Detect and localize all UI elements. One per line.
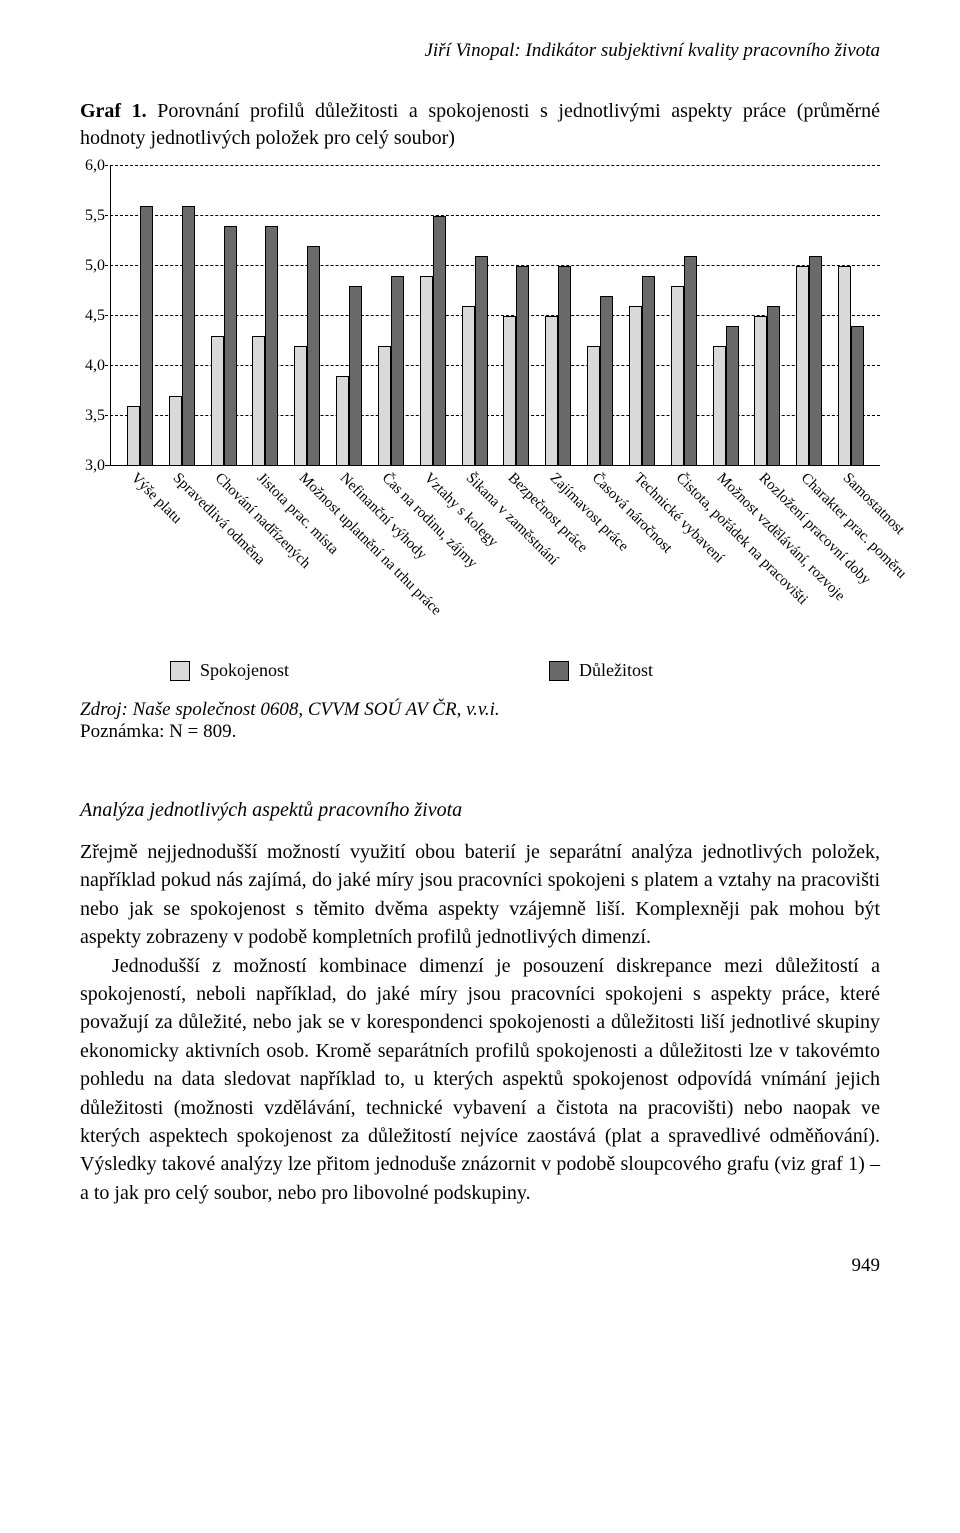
ytick-label: 4,0 [75, 357, 105, 375]
bar-spokojenost [294, 346, 307, 466]
xlabel: Vztahy s kolegy [420, 470, 501, 551]
figure-caption: Porovnání profilů důležitosti a spokojen… [80, 100, 880, 149]
bar-pair [203, 226, 245, 466]
ytick-label: 4,5 [75, 307, 105, 325]
bar-spokojenost [671, 286, 684, 466]
bar-spokojenost [503, 316, 516, 466]
figure-source: Zdroj: Naše společnost 0608, CVVM SOÚ AV… [80, 699, 880, 743]
bar-spokojenost [796, 266, 809, 466]
bar-dulezitost [558, 266, 571, 466]
bar-dulezitost [726, 326, 739, 466]
figure-note-line: Poznámka: N = 809. [80, 721, 880, 743]
paragraph: Jednodušší z možností kombinace dimenzí … [80, 952, 880, 1208]
chart-x-labels: Výše platuSpravedlivá odměnaChování nadř… [110, 466, 880, 686]
bar-dulezitost [851, 326, 864, 466]
bar-pair [454, 256, 496, 466]
bar-spokojenost [754, 316, 767, 466]
ytick-label: 5,5 [75, 207, 105, 225]
bar-dulezitost [224, 226, 237, 466]
ytick-label: 3,5 [75, 407, 105, 425]
bar-pair [161, 206, 203, 466]
bar-pair [370, 276, 412, 466]
bar-dulezitost [809, 256, 822, 466]
paragraph: Zřejmě nejjednodušší možností využití ob… [80, 838, 880, 952]
bar-dulezitost [475, 256, 488, 466]
bar-dulezitost [182, 206, 195, 466]
ytick-label: 5,0 [75, 257, 105, 275]
body-text: Zřejmě nejjednodušší možností využití ob… [80, 838, 880, 1207]
bar-spokojenost [629, 306, 642, 466]
bar-dulezitost [391, 276, 404, 466]
bar-pair [119, 206, 161, 466]
bar-spokojenost [252, 336, 265, 466]
bar-pair [328, 286, 370, 466]
bar-dulezitost [307, 246, 320, 466]
bar-dulezitost [516, 266, 529, 466]
bar-dulezitost [433, 216, 446, 466]
bar-spokojenost [838, 266, 851, 466]
bar-pair [830, 266, 872, 466]
running-head: Jiří Vinopal: Indikátor subjektivní kval… [80, 40, 880, 62]
bar-spokojenost [169, 396, 182, 466]
bar-pair [495, 266, 537, 466]
bar-spokojenost [420, 276, 433, 466]
figure-label: Graf 1. [80, 100, 147, 122]
page-number: 949 [80, 1255, 880, 1277]
section-heading: Analýza jednotlivých aspektů pracovního … [80, 799, 880, 822]
bar-pair [412, 216, 454, 466]
bar-spokojenost [587, 346, 600, 466]
bar-dulezitost [600, 296, 613, 466]
bar-spokojenost [336, 376, 349, 466]
bar-spokojenost [713, 346, 726, 466]
bar-pair [286, 246, 328, 466]
bar-dulezitost [140, 206, 153, 466]
chart-container: 3,03,54,04,55,05,56,0 Výše platuSpravedl… [80, 166, 880, 681]
bar-spokojenost [378, 346, 391, 466]
figure-source-line: Zdroj: Naše společnost 0608, CVVM SOÚ AV… [80, 699, 880, 721]
bar-spokojenost [462, 306, 475, 466]
bar-chart: 3,03,54,04,55,05,56,0 [110, 166, 880, 466]
bar-dulezitost [642, 276, 655, 466]
bar-pair [621, 276, 663, 466]
bar-pair [705, 326, 747, 466]
bar-pair [244, 226, 286, 466]
bar-dulezitost [265, 226, 278, 466]
bar-dulezitost [349, 286, 362, 466]
bar-pair [663, 256, 705, 466]
bar-spokojenost [545, 316, 558, 466]
chart-bars [119, 166, 872, 466]
bar-pair [537, 266, 579, 466]
bar-dulezitost [684, 256, 697, 466]
bar-pair [579, 296, 621, 466]
bar-spokojenost [127, 406, 140, 466]
bar-pair [788, 256, 830, 466]
figure-title: Graf 1. Porovnání profilů důležitosti a … [80, 98, 880, 152]
bar-pair [746, 306, 788, 466]
ytick-label: 3,0 [75, 457, 105, 475]
bar-dulezitost [767, 306, 780, 466]
ytick-label: 6,0 [75, 157, 105, 175]
bar-spokojenost [211, 336, 224, 466]
